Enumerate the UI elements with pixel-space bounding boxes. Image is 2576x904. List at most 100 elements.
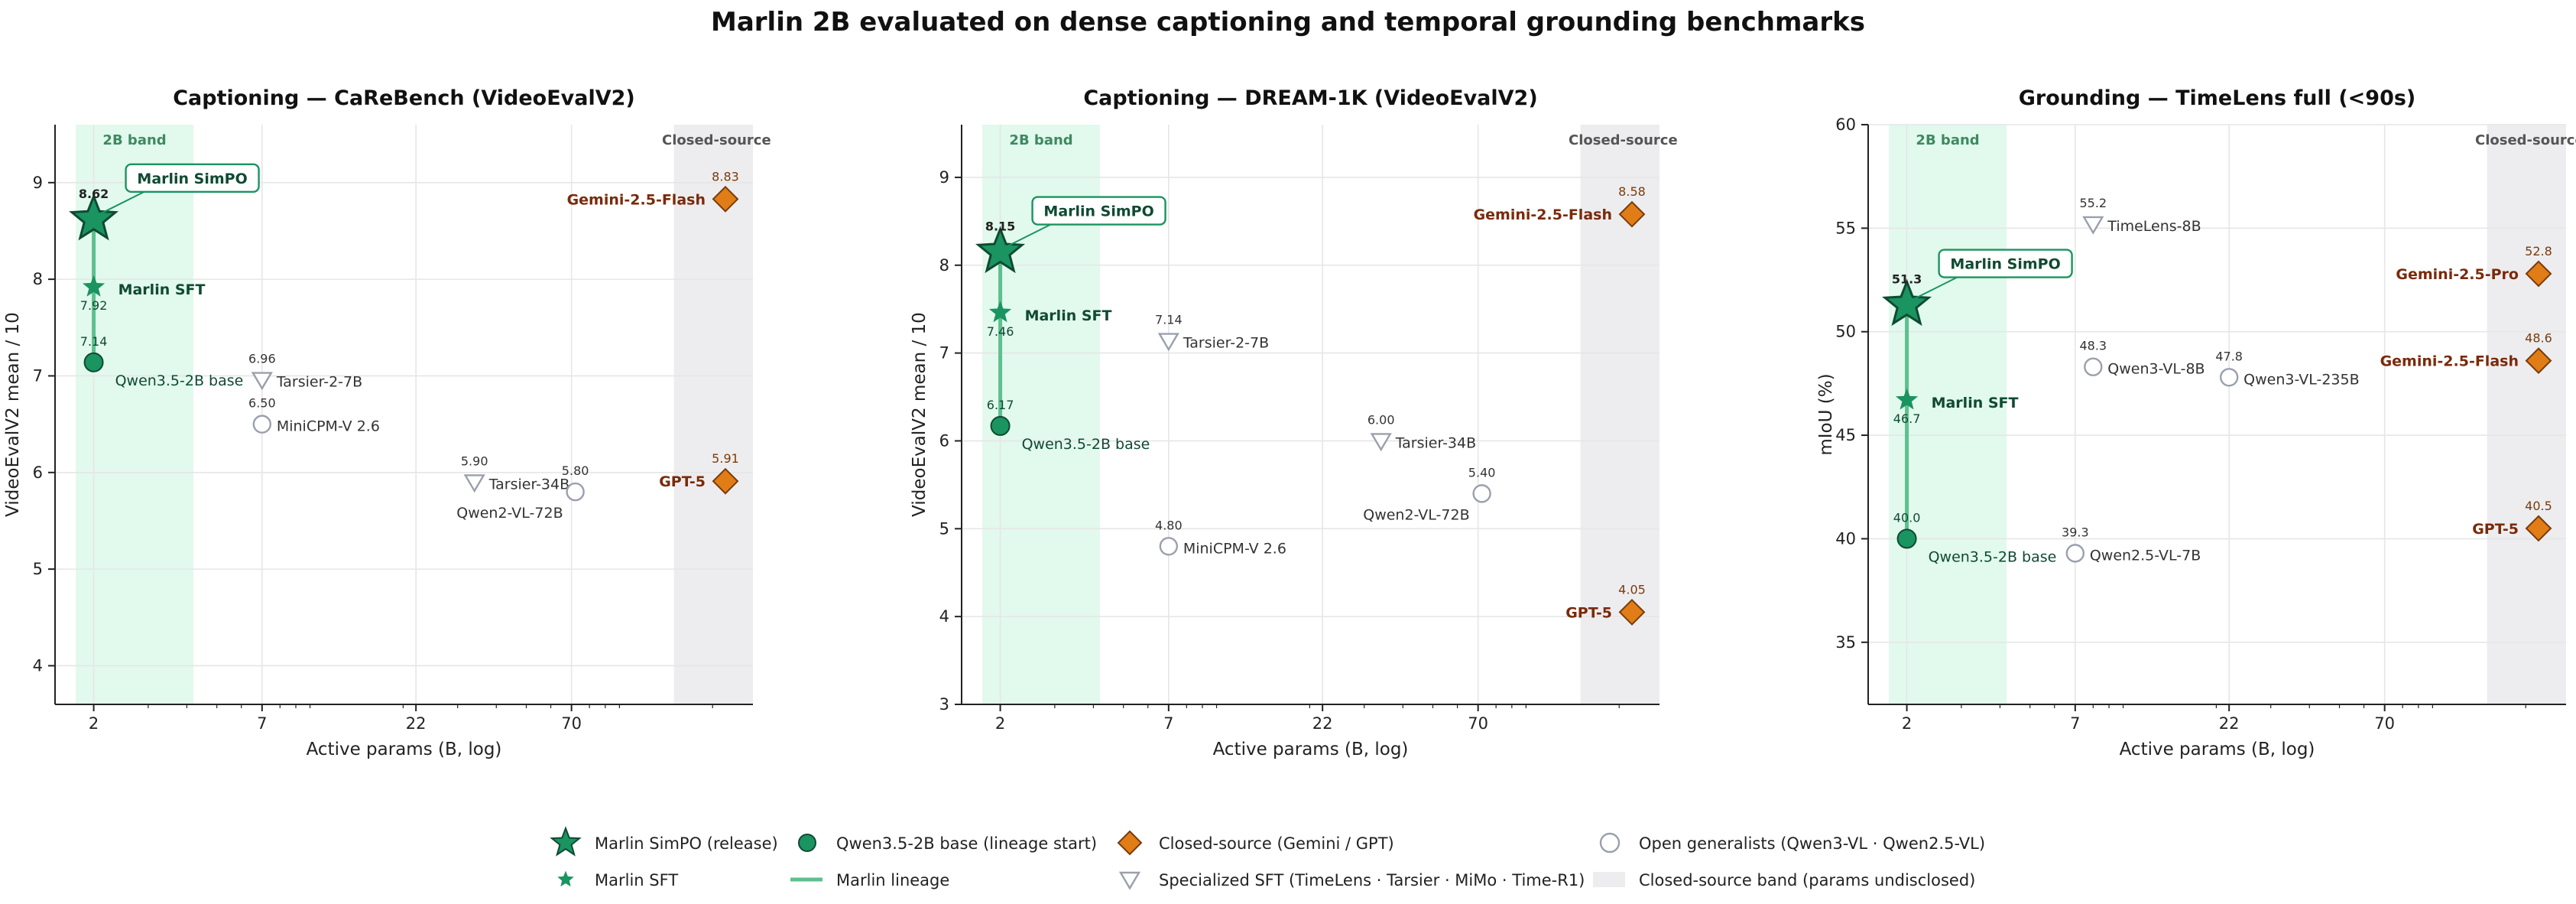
x-tick-label: 7 [2070, 714, 2080, 733]
panel-title: Captioning — DREAM-1K (VideoEvalV2) [1083, 86, 1537, 110]
legend-label-specialized: Specialized SFT (TimeLens · Tarsier · Mi… [1159, 871, 1585, 889]
open-point [566, 482, 585, 502]
y-tick-label: 55 [1835, 219, 1856, 237]
closed-point [2525, 347, 2552, 375]
base-value-label: 7.14 [80, 334, 108, 349]
simpo-callout-box [125, 163, 260, 193]
chart-panel-1: 2B band Closed-source 2 7 22 70 4 5 6 7 8 9 Captioni… [3, 86, 771, 759]
open-point [2065, 544, 2085, 563]
legend-label-sft: Marlin SFT [595, 871, 678, 889]
y-axis-label: mIoU (%) [1816, 373, 1836, 455]
x-tick-label: 7 [1163, 714, 1173, 733]
panel-title: Captioning — CaReBench (VideoEvalV2) [173, 86, 635, 110]
legend-label-simpo: Marlin SimPO (release) [595, 834, 778, 853]
y-tick-label: 60 [1835, 115, 1856, 134]
band-closed-label: Closed-source [1569, 132, 1678, 148]
specialized-point [2082, 216, 2104, 235]
open-point [2084, 357, 2103, 376]
point-name-label: TimeLens-8B [2107, 218, 2201, 235]
point-value-label: 47.8 [2215, 349, 2243, 363]
closed-point [712, 467, 739, 495]
point-value-label: 5.90 [461, 454, 488, 468]
band-closed [673, 125, 753, 704]
base-point [83, 352, 104, 372]
point-name-label: Tarsier-34B [488, 476, 569, 493]
x-tick-label: 2 [89, 714, 99, 733]
y-tick-label: 7 [939, 344, 949, 363]
x-axis-label: Active params (B, log) [307, 740, 502, 759]
point-name-label: Tarsier-2-7B [1183, 335, 1269, 352]
x-tick-label: 22 [1312, 714, 1333, 733]
simpo-value-label: 8.15 [985, 219, 1015, 234]
band-2b-label: 2B band [1916, 132, 1979, 148]
closed-name-label: Gemini-2.5-Flash [1474, 206, 1612, 223]
closed-name-label: Gemini-2.5-Pro [2396, 266, 2519, 283]
simpo-callout-line [1004, 223, 1052, 249]
legend-specialized-swatch [1118, 871, 1141, 890]
chart-panel-2: 2B band Closed-source 2 7 22 70 3 4 5 6 7 8 9 Caption… [910, 86, 1678, 759]
open-point [2219, 368, 2239, 387]
specialized-point [251, 372, 273, 391]
simpo-callout-box [1938, 249, 2073, 278]
band-closed [1580, 125, 1659, 704]
base-value-label: 6.17 [987, 398, 1014, 412]
closed-value-label: 48.6 [2525, 331, 2552, 346]
y-tick-label: 3 [939, 695, 949, 714]
simpo-callout-box [1031, 196, 1166, 226]
band-2b-label: 2B band [102, 132, 166, 148]
closed-value-label: 40.5 [2525, 499, 2552, 513]
x-tick-label: 7 [257, 714, 267, 733]
point-name-label: Qwen2-VL-72B [1363, 506, 1469, 523]
legend-label-closed: Closed-source (Gemini / GPT) [1159, 834, 1394, 853]
y-axis-label: VideoEvalV2 mean / 10 [3, 312, 23, 517]
band-closed-label: Closed-source [2475, 132, 2576, 148]
point-name-label: Qwen2.5-VL-7B [2090, 547, 2201, 564]
sft-value-label: 7.46 [987, 324, 1014, 339]
legend-band-swatch [1593, 872, 1625, 887]
base-value-label: 40.0 [1893, 510, 1921, 525]
closed-name-label: Gemini-2.5-Flash [2380, 353, 2519, 370]
x-tick-label: 70 [1468, 714, 1488, 733]
point-name-label: Qwen3-VL-235B [2243, 371, 2359, 388]
open-point [1159, 537, 1179, 556]
point-value-label: 5.40 [1468, 465, 1496, 480]
band-closed [2487, 125, 2566, 704]
x-tick-label: 2 [995, 714, 1005, 733]
simpo-callout-line [1911, 276, 1958, 301]
x-tick-label: 70 [2374, 714, 2395, 733]
closed-point [2525, 260, 2552, 288]
point-name-label: Tarsier-34B [1395, 434, 1476, 451]
closed-value-label: 8.58 [1618, 184, 1646, 199]
y-tick-label: 6 [939, 431, 949, 450]
closed-value-label: 8.83 [712, 169, 739, 184]
point-name-label: Qwen3-VL-8B [2107, 361, 2205, 378]
point-value-label: 7.14 [1155, 313, 1183, 327]
closed-point [712, 185, 739, 213]
y-tick-label: 5 [33, 560, 43, 578]
y-tick-label: 5 [939, 519, 949, 538]
closed-value-label: 4.05 [1618, 582, 1646, 597]
y-tick-label: 4 [33, 656, 43, 675]
base-name-label: Qwen3.5-2B base [1022, 436, 1150, 453]
y-tick-label: 9 [33, 174, 43, 192]
figure-title: Marlin 2B evaluated on dense captioning … [711, 7, 1865, 37]
point-name-label: MiniCPM-V 2.6 [277, 418, 380, 435]
legend: Marlin SimPO (release) Marlin SFT Qwen3.5-… [550, 826, 1985, 890]
point-value-label: 5.80 [562, 463, 589, 478]
y-tick-label: 40 [1835, 529, 1856, 548]
sft-name-label: Marlin SFT [1025, 307, 1112, 324]
specialized-point [463, 474, 485, 493]
closed-name-label: GPT-5 [1565, 604, 1612, 621]
point-value-label: 6.00 [1367, 412, 1395, 427]
base-point [990, 415, 1011, 436]
sft-point [988, 301, 1012, 323]
legend-label-band: Closed-source band (params undisclosed) [1639, 871, 1975, 889]
x-axis-label: Active params (B, log) [1213, 740, 1409, 759]
legend-sft-swatch [557, 870, 574, 887]
band-2b-label: 2B band [1009, 132, 1072, 148]
band-closed-label: Closed-source [662, 132, 771, 148]
legend-simpo-swatch [550, 826, 582, 857]
simpo-name-label: Marlin SimPO [1043, 203, 1153, 220]
simpo-name-label: Marlin SimPO [1950, 256, 2060, 273]
